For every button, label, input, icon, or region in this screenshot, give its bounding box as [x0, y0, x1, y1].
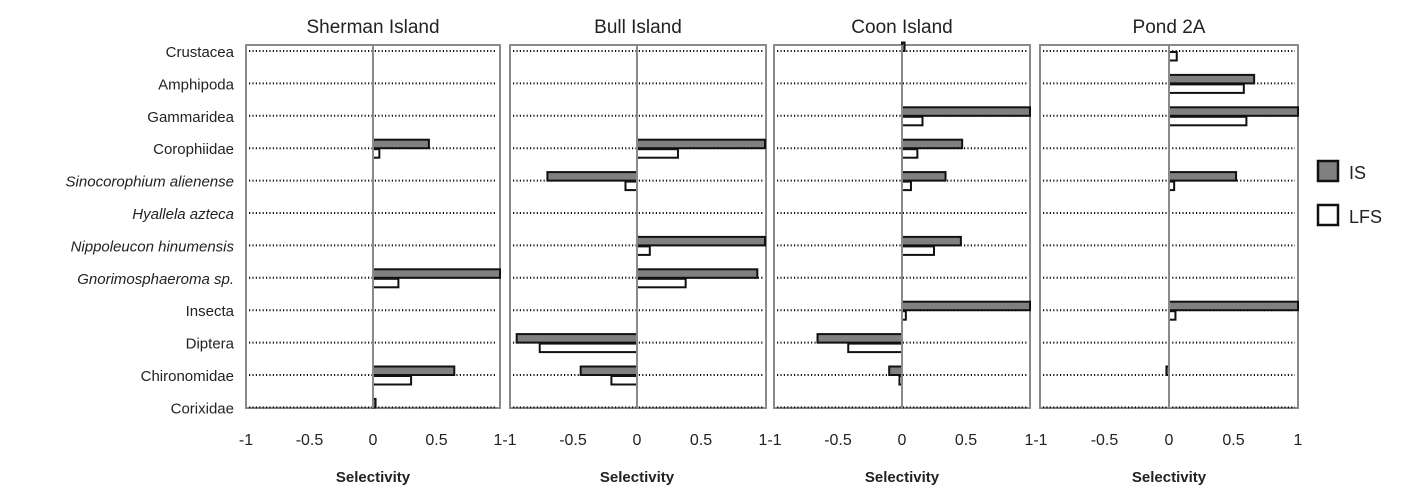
x-axis-label: Selectivity	[1132, 469, 1207, 486]
bar-is-corophiidae	[901, 138, 964, 150]
bar-lfs-corophiidae	[901, 148, 919, 159]
bar-is-gnorimosphaeroma-sp	[636, 268, 759, 279]
x-axis-label: Selectivity	[336, 469, 411, 486]
bar-is-amphipoda	[1168, 73, 1256, 85]
category-label-chironomidae: Chironomidae	[141, 368, 234, 385]
tick-label: 0	[633, 432, 642, 449]
tick-label: 0.5	[1222, 432, 1244, 449]
panel-title: Sherman Island	[306, 17, 439, 38]
bar-lfs-sinocorophium-alienense	[901, 180, 912, 192]
panel-title: Coon Island	[851, 17, 952, 38]
bar-lfs-nippoleucon-hinumensis	[636, 245, 651, 256]
category-label-diptera: Diptera	[186, 336, 235, 353]
tick-label: -0.5	[559, 432, 587, 449]
category-label-gnorimosphaeroma-sp: Gnorimosphaeroma sp.	[77, 271, 234, 288]
tick-label: 0.5	[425, 432, 447, 449]
bar-is-insecta	[1168, 300, 1299, 312]
tick-label: 0.5	[955, 432, 977, 449]
category-label-nippoleucon-hinumensis: Nippoleucon hinumensis	[71, 238, 235, 255]
category-label-insecta: Insecta	[186, 303, 235, 320]
panel-title: Bull Island	[594, 17, 682, 38]
tick-label: 1-1	[1024, 432, 1047, 449]
bar-lfs-gammaridea	[1168, 115, 1248, 127]
chart-panels: Sherman Island-1 -0.5 0 0.5SelectivityBull …	[239, 17, 1303, 486]
bar-is-chironomidae	[579, 365, 638, 376]
tick-label: 0.5	[690, 432, 712, 449]
bar-is-insecta	[901, 300, 1031, 312]
bar-is-nippoleucon-hinumensis	[901, 235, 962, 247]
tick-label: -0.5	[1091, 432, 1119, 449]
panel-title: Pond 2A	[1133, 17, 1206, 38]
bar-is-sinocorophium-alienense	[1168, 171, 1238, 182]
x-axis-label: Selectivity	[600, 469, 675, 486]
bar-is-nippoleucon-hinumensis	[636, 235, 766, 247]
bar-lfs-diptera	[538, 342, 638, 354]
bar-lfs-sinocorophium-alienense	[624, 180, 638, 192]
panel-bull-island: Bull Island 1-1 -0.5 0 0.5 Selectivity	[493, 17, 767, 486]
bar-is-gnorimosphaeroma-sp	[372, 268, 501, 279]
bar-lfs-chironomidae	[610, 375, 639, 386]
panel-pond-2a: Pond 2A 1-1 -0.5 0 0.5 1 Selectivity	[1024, 17, 1302, 486]
bar-lfs-amphipoda	[1168, 83, 1245, 94]
tick-label: 0	[369, 432, 378, 449]
tick-label: 0	[1165, 432, 1174, 449]
category-label-crustacea: Crustacea	[166, 44, 235, 61]
tick-label: -1	[239, 432, 253, 449]
category-label-hyallela-azteca: Hyallela azteca	[132, 206, 234, 223]
bar-is-chironomidae	[372, 365, 456, 376]
category-label-corixidae: Corixidae	[171, 400, 234, 417]
bar-lfs-nippoleucon-hinumensis	[901, 245, 935, 256]
bar-is-gammaridea	[1168, 106, 1299, 117]
legend-swatch-lfs	[1316, 203, 1340, 227]
bar-is-diptera	[515, 333, 638, 344]
panel-sherman-island: Sherman Island -1 -0.5 0 0.5 Selectivity	[239, 17, 501, 486]
tick-label: -0.5	[824, 432, 852, 449]
x-axis-label: Selectivity	[865, 469, 940, 486]
panel-coon-island: Coon Island 1-1 -0.5 0 0.5 Selectivity	[758, 17, 1031, 486]
tick-label: -0.5	[296, 432, 324, 449]
bar-is-corophiidae	[372, 138, 430, 150]
category-label-amphipoda: Amphipoda	[158, 76, 235, 93]
tick-label: 1-1	[758, 432, 781, 449]
tick-label: 0	[898, 432, 907, 449]
bar-is-diptera	[816, 333, 904, 344]
legend-label-lfs: LFS	[1349, 207, 1382, 227]
legend: IS LFS	[1316, 159, 1382, 227]
bar-is-gammaridea	[901, 106, 1031, 117]
legend-swatch-is	[1316, 159, 1340, 183]
bar-lfs-corophiidae	[636, 148, 679, 159]
bar-is-corophiidae	[636, 138, 766, 150]
bar-lfs-crustacea	[1168, 51, 1178, 62]
category-label-gammaridea: Gammaridea	[147, 109, 234, 126]
bar-lfs-gnorimosphaeroma-sp	[636, 277, 687, 289]
category-label-sinocorophium-alienense: Sinocorophium alienense	[66, 174, 234, 191]
bar-lfs-gnorimosphaeroma-sp	[372, 277, 400, 289]
bar-lfs-gammaridea	[901, 115, 924, 127]
bar-lfs-diptera	[847, 342, 903, 354]
bar-is-sinocorophium-alienense	[546, 171, 639, 182]
tick-label: 1-1	[493, 432, 516, 449]
category-label-corophiidae: Corophiidae	[153, 141, 234, 158]
category-labels: Crustacea Amphipoda Gammaridea Corophiidae S…	[66, 44, 235, 417]
bar-lfs-chironomidae	[372, 375, 413, 386]
legend-label-is: IS	[1349, 163, 1366, 183]
bar-is-sinocorophium-alienense	[901, 171, 947, 182]
tick-label: 1	[1294, 432, 1303, 449]
bar-is-chironomidae	[888, 365, 904, 376]
